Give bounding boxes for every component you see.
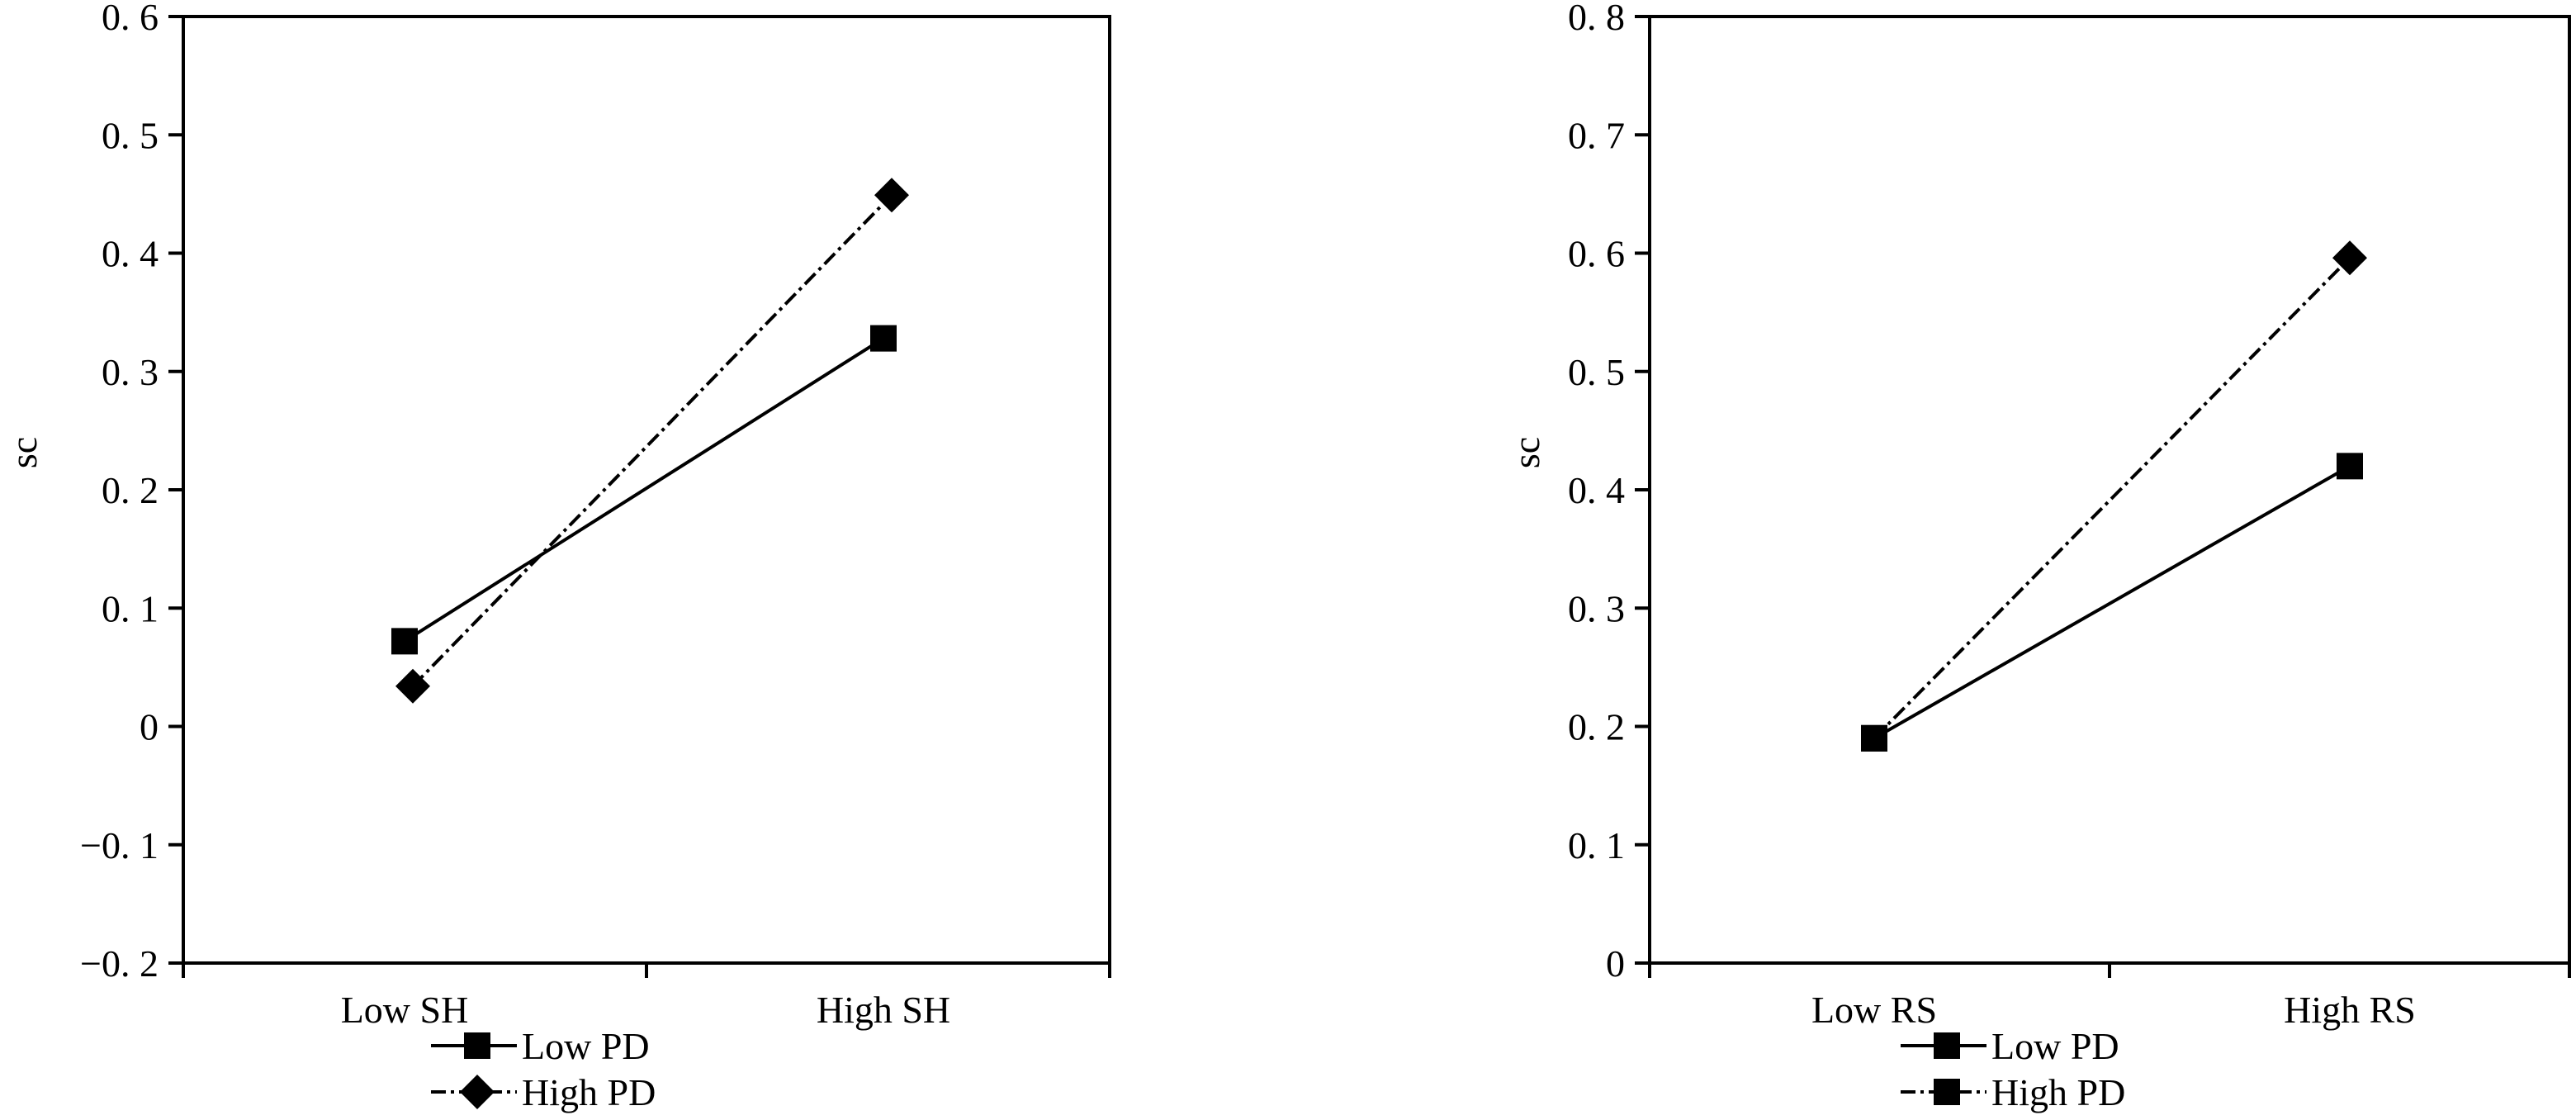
y-tick-label: 0. 4 <box>1568 469 1625 511</box>
data-point <box>874 178 909 213</box>
legend-marker <box>464 1032 490 1059</box>
data-point <box>870 325 897 352</box>
legend-label: High PD <box>522 1071 656 1113</box>
plot-frame <box>1648 15 2571 965</box>
chart-right: 0 0. 1 0. 2 0. 3 0. 4 0. 5 0. 6 0. 7 0. 8 Low RS H… <box>1505 0 2571 1113</box>
data-point <box>1861 724 1887 752</box>
legend-label: Low PD <box>1991 1025 2119 1067</box>
x-tick-label: High RS <box>2284 989 2416 1031</box>
series-high-pd <box>1861 240 2367 752</box>
series-high-pd <box>395 178 909 704</box>
legend-marker <box>460 1075 495 1109</box>
y-tick-label: −0. 1 <box>80 824 159 866</box>
series-low-pd <box>391 325 897 655</box>
y-tick-label: 0 <box>140 706 159 748</box>
series-line <box>1873 256 2351 740</box>
y-tick-label: 0. 3 <box>102 351 159 393</box>
y-tick-label: 0. 3 <box>1568 587 1625 629</box>
legend-label: High PD <box>1991 1071 2125 1113</box>
x-tick-label: High SH <box>817 989 950 1031</box>
data-point <box>2332 240 2367 276</box>
y-tick-label: 0 <box>1606 942 1625 985</box>
legend-marker <box>1934 1079 1960 1105</box>
x-tick-label: Low RS <box>1811 989 1937 1031</box>
series-line <box>403 336 885 643</box>
y-tick-label: 0. 6 <box>102 0 159 38</box>
y-tick-label: 0. 2 <box>1568 706 1625 748</box>
y-tick-label: 0. 1 <box>1568 824 1625 866</box>
y-tick-label: 0. 5 <box>102 114 159 156</box>
chart-left: −0. 2 −0. 1 0 0. 1 0. 2 0. 3 0. 4 0. 5 0. 6 Low S… <box>2 0 1111 1113</box>
y-tick-label: 0. 2 <box>102 469 159 511</box>
x-tick-label: Low SH <box>341 989 469 1031</box>
y-tick-label: 0. 5 <box>1568 351 1625 393</box>
data-point <box>391 628 418 655</box>
y-tick-label: 0. 1 <box>102 587 159 629</box>
y-tick-label: −0. 2 <box>80 942 159 985</box>
y-axis-title: sc <box>2 437 45 468</box>
y-tick-label: 0. 4 <box>102 233 159 275</box>
legend-marker <box>1934 1032 1960 1059</box>
series-line <box>411 193 893 688</box>
legend-label: Low PD <box>522 1025 650 1067</box>
data-point <box>395 668 430 704</box>
data-point <box>2337 453 2363 480</box>
y-tick-label: 0. 6 <box>1568 233 1625 275</box>
y-axis-title: sc <box>1505 437 1547 468</box>
y-tick-label: 0. 8 <box>1568 0 1625 38</box>
y-tick-label: 0. 7 <box>1568 114 1625 156</box>
series-line <box>1873 464 2351 740</box>
